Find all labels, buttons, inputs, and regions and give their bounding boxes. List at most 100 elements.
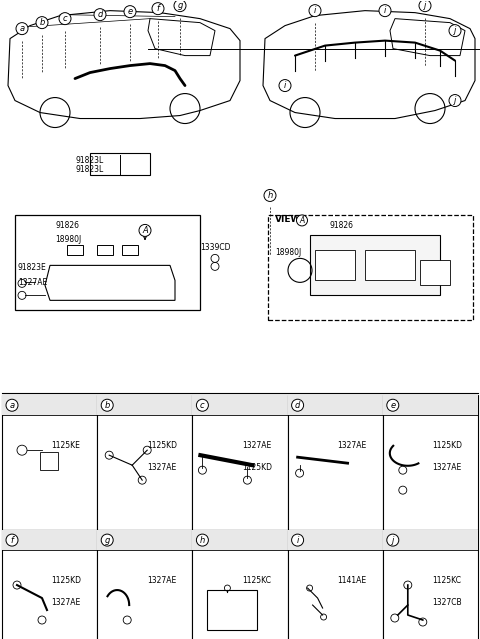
Bar	[2, 396, 97, 530]
Text: A: A	[142, 226, 148, 235]
Circle shape	[196, 534, 208, 546]
Circle shape	[101, 534, 113, 546]
Text: 1327AE: 1327AE	[18, 279, 47, 288]
Bar	[2, 530, 97, 550]
Bar	[97, 530, 192, 550]
Text: 1125KC: 1125KC	[242, 576, 271, 585]
Text: 91826: 91826	[55, 222, 79, 231]
Text: 1339CD: 1339CD	[200, 243, 230, 252]
Circle shape	[94, 9, 106, 20]
Text: 1327AE: 1327AE	[432, 463, 462, 472]
Circle shape	[292, 534, 304, 546]
Circle shape	[101, 399, 113, 412]
Text: 1141AE: 1141AE	[337, 576, 366, 585]
Text: 1125KD: 1125KD	[51, 576, 82, 585]
Text: g: g	[177, 1, 183, 10]
Text: i: i	[284, 81, 286, 90]
Circle shape	[59, 13, 71, 25]
FancyBboxPatch shape	[420, 260, 450, 286]
Text: 1125KD: 1125KD	[242, 463, 272, 472]
Text: j: j	[454, 26, 456, 35]
Bar	[383, 396, 478, 415]
Text: j: j	[454, 96, 456, 105]
Text: 18980J: 18980J	[55, 235, 81, 244]
Text: 91823E: 91823E	[18, 263, 47, 272]
Circle shape	[279, 80, 291, 91]
Circle shape	[16, 22, 28, 35]
Text: h: h	[267, 191, 273, 200]
Circle shape	[309, 4, 321, 17]
Circle shape	[36, 17, 48, 29]
Circle shape	[292, 399, 304, 412]
Text: j: j	[424, 1, 426, 10]
Text: e: e	[127, 7, 132, 16]
Circle shape	[139, 224, 151, 236]
Circle shape	[264, 189, 276, 201]
Circle shape	[449, 25, 461, 36]
Circle shape	[196, 399, 208, 412]
Text: A: A	[300, 216, 305, 225]
Text: 1327CB: 1327CB	[432, 597, 462, 606]
Bar	[288, 530, 383, 550]
Text: 91823L: 91823L	[75, 166, 103, 174]
FancyBboxPatch shape	[15, 215, 200, 311]
Text: 1125KD: 1125KD	[432, 441, 462, 450]
Bar	[97, 396, 192, 415]
Text: 1327AE: 1327AE	[242, 441, 271, 450]
Circle shape	[297, 215, 308, 226]
Bar	[192, 396, 288, 530]
Bar	[383, 396, 478, 530]
Bar	[192, 530, 288, 550]
Bar	[2, 396, 97, 415]
Bar	[40, 452, 58, 470]
Text: 1327AE: 1327AE	[337, 441, 366, 450]
Text: 91826: 91826	[330, 222, 354, 231]
Text: 1327AE: 1327AE	[147, 576, 176, 585]
Text: f: f	[11, 535, 13, 544]
Text: 18980J: 18980J	[275, 249, 301, 258]
Bar	[288, 530, 383, 639]
Circle shape	[152, 3, 164, 15]
Text: 1327AE: 1327AE	[147, 463, 176, 472]
Bar	[192, 396, 288, 415]
Text: i: i	[384, 6, 386, 15]
Bar	[2, 530, 97, 639]
Circle shape	[449, 95, 461, 107]
Bar	[288, 396, 383, 415]
Text: c: c	[63, 14, 67, 23]
Text: h: h	[200, 535, 205, 544]
Text: i: i	[314, 6, 316, 15]
Text: 1125KD: 1125KD	[147, 441, 177, 450]
Circle shape	[6, 399, 18, 412]
Circle shape	[174, 0, 186, 12]
Text: j: j	[392, 535, 394, 544]
Text: 1327AE: 1327AE	[51, 597, 81, 606]
Circle shape	[124, 6, 136, 18]
Bar	[97, 530, 192, 639]
Text: VIEW: VIEW	[275, 215, 301, 224]
Bar	[97, 396, 192, 530]
Circle shape	[6, 534, 18, 546]
Text: c: c	[200, 401, 204, 410]
Text: 1125KC: 1125KC	[432, 576, 461, 585]
Text: f: f	[156, 4, 159, 13]
FancyBboxPatch shape	[122, 245, 138, 256]
Text: b: b	[105, 401, 110, 410]
Text: d: d	[97, 10, 103, 19]
Bar	[192, 530, 288, 639]
FancyBboxPatch shape	[365, 250, 415, 281]
Bar	[288, 396, 383, 530]
Text: 91823L: 91823L	[75, 157, 103, 166]
FancyBboxPatch shape	[97, 245, 113, 256]
FancyBboxPatch shape	[90, 153, 150, 176]
Text: i: i	[297, 535, 299, 544]
Text: d: d	[295, 401, 300, 410]
Text: b: b	[39, 18, 45, 27]
FancyBboxPatch shape	[315, 250, 355, 281]
Text: e: e	[390, 401, 396, 410]
FancyBboxPatch shape	[268, 215, 473, 320]
Text: 1125KE: 1125KE	[51, 441, 80, 450]
Circle shape	[379, 4, 391, 17]
Bar	[207, 590, 257, 630]
Text: a: a	[10, 401, 14, 410]
